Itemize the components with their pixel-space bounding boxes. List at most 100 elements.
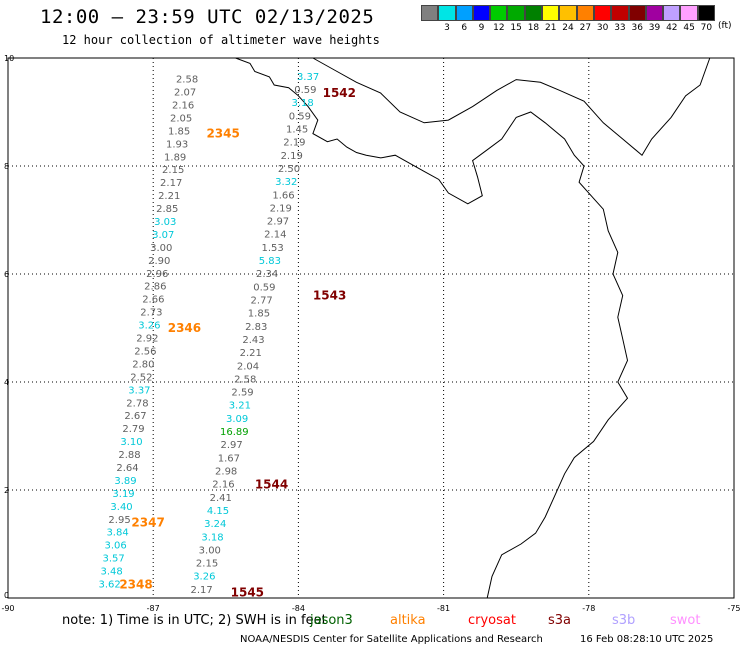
wave-height-label: 2.85 (156, 204, 178, 215)
lon-tick-label: -87 (147, 604, 160, 613)
wave-height-label: 2.43 (242, 335, 264, 346)
wave-height-label: 2.17 (190, 585, 212, 596)
wave-height-label: 2.88 (118, 450, 140, 461)
legend-swatch-color (472, 5, 491, 21)
wave-height-label: 2.66 (142, 295, 164, 306)
legend-swatch: 36 (628, 5, 646, 34)
wave-height-label: 2.15 (196, 559, 218, 570)
legend-swatch-label: 30 (596, 23, 609, 33)
lat-tick-label: 0 (4, 591, 9, 600)
wave-height-label: 2.67 (124, 411, 146, 422)
wave-height-label: 3.00 (150, 243, 172, 254)
wave-height-label: 2.15 (162, 165, 184, 176)
lat-tick-label: 8 (4, 162, 9, 171)
legend-swatch-color (628, 5, 646, 21)
wave-height-label: 2.90 (148, 256, 170, 267)
pass-number-label: 1542 (323, 86, 356, 100)
satellite-legend-item: jason3 (310, 613, 353, 628)
wave-height-label: 3.18 (201, 532, 223, 543)
lon-tick-label: -81 (437, 604, 450, 613)
legend-swatch-label: 15 (510, 23, 522, 33)
lat-tick-label: 10 (4, 54, 14, 63)
wave-height-label: 1.66 (272, 190, 294, 201)
wave-height-label: 3.32 (275, 177, 297, 188)
satellite-legend-item: cryosat (468, 613, 516, 628)
lat-tick-label: 2 (4, 486, 9, 495)
legend-swatch-color (559, 5, 577, 21)
wave-height-label: 2.56 (134, 346, 156, 357)
legend-swatch-color (507, 5, 525, 21)
legend-swatch: 12 (490, 5, 508, 34)
legend-swatch-color (438, 5, 456, 21)
wave-height-label: 1.45 (286, 125, 308, 136)
legend-swatch (421, 5, 439, 34)
page-subtitle: 12 hour collection of altimeter wave hei… (62, 33, 380, 47)
wave-height-label: 2.05 (170, 113, 192, 124)
wave-height-label: 2.73 (140, 308, 162, 319)
timestamp: 16 Feb 08:28:10 UTC 2025 (580, 634, 714, 645)
wave-height-label: 2.79 (122, 424, 144, 435)
wave-height-label: 3.06 (104, 541, 126, 552)
wave-height-label: 2.07 (174, 88, 196, 99)
coastline (235, 57, 629, 599)
legend-swatch-color (680, 5, 698, 21)
legend-swatch-label: 24 (562, 23, 574, 33)
wave-height-label: 2.19 (283, 138, 305, 149)
legend-swatch: 15 (507, 5, 525, 34)
satellite-legend-item: altika (390, 613, 426, 628)
wave-height-label: 16.89 (220, 427, 249, 438)
wave-height-label: 3.26 (193, 572, 215, 583)
pass-number-label: 1543 (313, 289, 346, 303)
wave-height-label: 0.59 (253, 282, 275, 293)
wave-height-label: 2.17 (160, 178, 182, 189)
wave-height-label: 3.84 (106, 528, 128, 539)
wave-height-label: 2.95 (108, 515, 130, 526)
legend-swatch: 18 (524, 5, 543, 34)
wave-height-label: 3.62 (99, 580, 121, 591)
pass-number-label: 1545 (231, 586, 264, 600)
legend-swatch: 6 (455, 5, 473, 34)
wave-height-label: 0.59 (289, 111, 311, 122)
legend-swatch-label: 39 (648, 23, 661, 33)
legend-swatch-label: 6 (461, 23, 468, 33)
wave-height-label: 1.85 (248, 309, 270, 320)
satellite-legend-item: swot (670, 613, 701, 628)
lat-tick-label: 6 (4, 270, 9, 279)
color-scale-legend: 3 6 9 12 15 18 21 24 27 30 33 36 39 42 45 70 (421, 5, 716, 34)
wave-height-label: 3.40 (110, 502, 132, 513)
wave-height-label: 3.37 (297, 72, 319, 83)
wave-height-label: 3.57 (102, 554, 124, 565)
satellite-legend-item: s3a (548, 613, 572, 628)
legend-swatch-label: 21 (545, 23, 557, 33)
wave-height-label: 2.16 (212, 480, 234, 491)
wave-height-label: 3.09 (226, 414, 248, 425)
wave-height-label: 2.19 (281, 151, 303, 162)
credit-line: NOAA/NESDIS Center for Satellite Applica… (240, 634, 543, 645)
legend-swatch: 70 (697, 5, 716, 34)
legend-swatch-label: 27 (579, 23, 592, 33)
wave-height-label: 4.15 (207, 506, 229, 517)
wave-height-label: 2.50 (278, 164, 300, 175)
wave-height-label: 2.58 (176, 75, 198, 86)
legend-swatch-label: 9 (478, 23, 485, 33)
wave-height-label: 2.59 (231, 388, 253, 399)
wave-height-label: 3.24 (204, 519, 226, 530)
legend-swatch-color (611, 5, 629, 21)
wave-height-label: 1.89 (164, 152, 186, 163)
legend-swatch-color (663, 5, 681, 21)
legend-swatch: 24 (559, 5, 577, 34)
wave-height-label: 3.07 (152, 230, 174, 241)
legend-swatch-label: 42 (666, 23, 678, 33)
pass-number-label: 2348 (119, 578, 152, 592)
wave-height-label: 3.03 (154, 217, 176, 228)
wave-height-label: 2.92 (136, 334, 158, 345)
wave-height-label: 3.19 (112, 489, 134, 500)
legend-swatch-color (542, 5, 560, 21)
wave-height-label: 2.16 (172, 100, 194, 111)
legend-swatch-color (593, 5, 612, 21)
wave-height-label: 2.97 (221, 440, 243, 451)
legend-swatch-label: 33 (614, 23, 626, 33)
footer-note: note: 1) Time is in UTC; 2) SWH is in fe… (62, 613, 327, 628)
wave-height-label: 2.83 (245, 322, 267, 333)
wave-height-label: 3.48 (100, 567, 122, 578)
